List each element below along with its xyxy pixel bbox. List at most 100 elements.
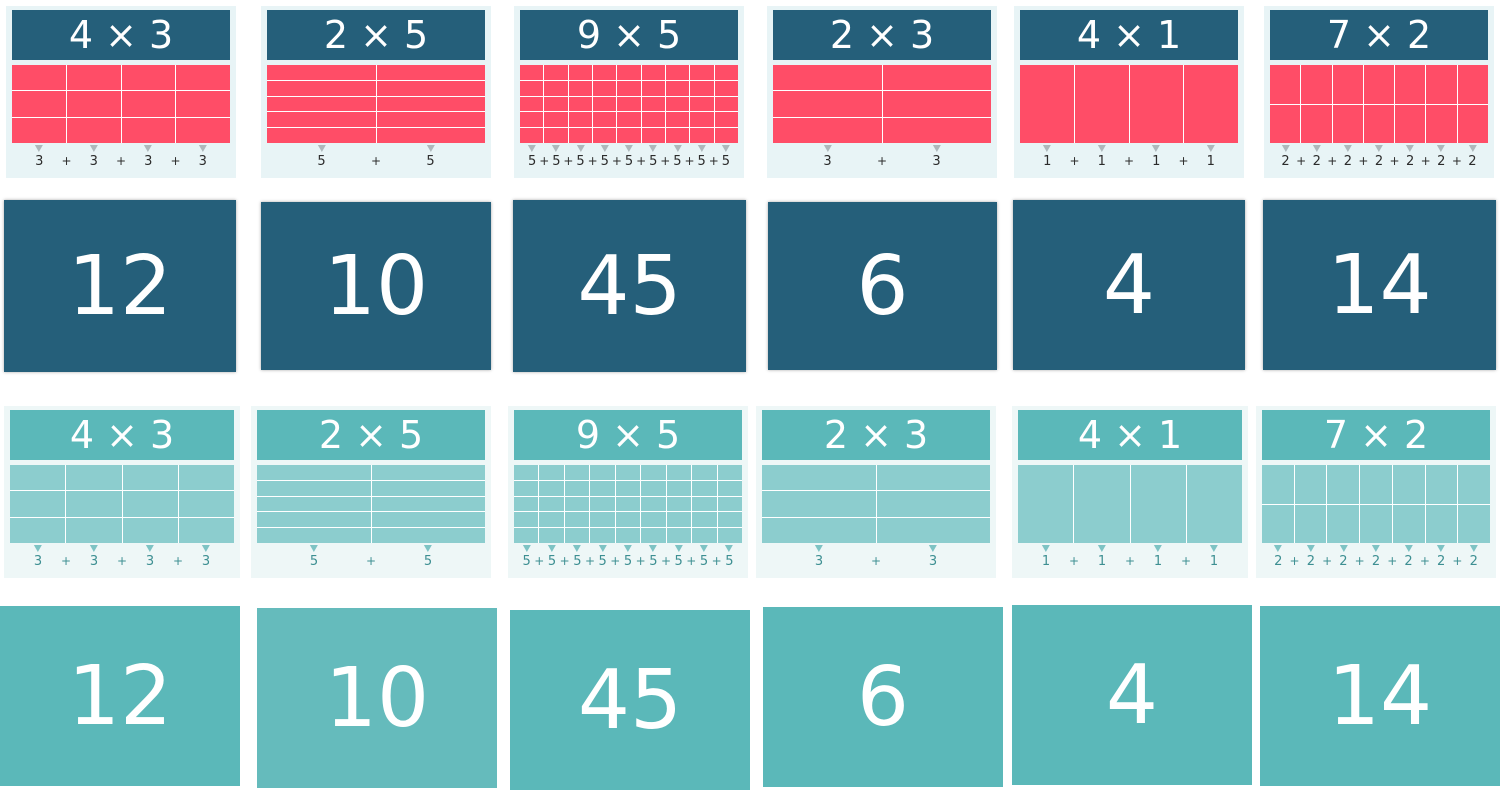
array-cell	[1270, 104, 1301, 143]
addend-value: 5	[598, 554, 607, 569]
array-grid	[773, 65, 991, 143]
array-cell	[593, 128, 617, 143]
array-cell	[121, 117, 176, 143]
plus-sign: +	[115, 154, 127, 168]
pointer-triangle-icon	[649, 145, 658, 152]
addend-value: 3	[814, 554, 824, 569]
array-cell	[641, 528, 666, 543]
array-cell	[773, 65, 882, 91]
array-cell	[514, 512, 539, 528]
plus-sign: +	[1389, 154, 1400, 168]
array-cell	[544, 96, 568, 112]
array-cell	[717, 512, 742, 528]
array-cell	[371, 480, 485, 496]
array-cell	[1332, 104, 1363, 143]
array-cell	[514, 496, 539, 512]
array-grid	[520, 65, 738, 143]
array-cell	[1074, 65, 1129, 143]
array-cell	[257, 496, 371, 512]
array-cell	[121, 91, 176, 117]
pointer-triangle-icon	[1281, 145, 1290, 152]
array-cell	[666, 496, 692, 512]
array-cell	[617, 96, 641, 112]
array-cell	[1186, 465, 1242, 543]
addend-label: 5	[573, 543, 581, 568]
addend-label: 5	[624, 543, 632, 568]
addition-labels: 3 +3	[762, 543, 990, 573]
plus-sign: +	[1354, 554, 1365, 568]
plus-sign: +	[116, 554, 128, 568]
plus-sign: +	[1289, 554, 1300, 568]
array-cell	[1426, 104, 1457, 143]
pointer-triangle-icon	[426, 145, 435, 152]
array-cell	[714, 65, 738, 80]
pointer-triangle-icon	[317, 145, 326, 152]
pointer-triangle-icon	[1437, 545, 1446, 552]
array-grid	[12, 65, 230, 143]
pointer-triangle-icon	[576, 145, 585, 152]
array-cell	[122, 517, 178, 543]
pointer-triangle-icon	[1468, 145, 1477, 152]
array-cell	[1129, 65, 1184, 143]
plus-sign: +	[1322, 554, 1333, 568]
addend-value: 5	[423, 554, 433, 569]
addend-label: 2	[1468, 143, 1477, 168]
array-cell	[257, 512, 371, 528]
array-cell	[539, 528, 564, 543]
array-cell	[376, 80, 485, 96]
addend-label: 2	[1470, 543, 1478, 568]
array-cell	[267, 80, 376, 96]
array-cell	[544, 80, 568, 96]
pointer-triangle-icon	[1098, 545, 1106, 552]
array-cell	[1360, 465, 1392, 504]
array-cell	[641, 496, 666, 512]
addend-value: 1	[1152, 154, 1161, 169]
array-cell	[590, 480, 615, 496]
card-title: 4 × 1	[1020, 10, 1238, 60]
addend-label: 5	[625, 143, 633, 168]
plus-sign: +	[1123, 154, 1135, 168]
pointer-triangle-icon	[1343, 145, 1352, 152]
addend-label: 1	[1043, 143, 1051, 168]
addend-label: 5	[725, 543, 733, 568]
array-cell	[520, 65, 544, 80]
array-cell	[641, 128, 665, 143]
addend-label: 3	[199, 143, 207, 168]
array-cell	[692, 465, 717, 480]
array-grid	[514, 465, 742, 543]
addend-value: 5	[600, 154, 609, 169]
addend-label: 3	[90, 543, 98, 568]
array-cell	[876, 517, 990, 543]
addition-labels: 5 +5 +5 +5 +5 +5 +5 +5 +5	[514, 543, 742, 573]
addend-label: 5	[700, 543, 708, 568]
array-cell	[121, 65, 176, 91]
plus-sign: +	[1358, 154, 1369, 168]
addend-label: 2	[1281, 143, 1290, 168]
array-cell	[690, 96, 714, 112]
addend-value: 5	[673, 154, 682, 169]
array-cell	[564, 528, 590, 543]
addend-label: 5	[649, 143, 657, 168]
array-cell	[762, 465, 876, 491]
array-cell	[666, 480, 692, 496]
addend-value: 5	[552, 154, 561, 169]
array-cell	[539, 480, 564, 496]
array-cell	[12, 65, 66, 91]
addend-label: 5	[675, 543, 683, 568]
addend-label: 5	[424, 543, 432, 568]
array-cell	[376, 96, 485, 112]
pointer-triangle-icon	[725, 545, 734, 552]
array-cell	[178, 465, 234, 491]
array-cell	[876, 491, 990, 517]
dark-card-3: 9 × 5 5 +5 +5 +5 +5 +5 +5 +5 +5	[514, 6, 744, 178]
array-cell	[514, 465, 539, 480]
array-cell	[176, 117, 230, 143]
pointer-triangle-icon	[624, 545, 632, 552]
dark-answer-card-4: 6	[768, 202, 997, 370]
array-cell	[371, 496, 485, 512]
pointer-triangle-icon	[1375, 145, 1383, 152]
addend-value: 5	[527, 154, 537, 169]
array-cell	[590, 528, 615, 543]
addend-value: 1	[1041, 554, 1051, 569]
addend-value: 5	[697, 154, 706, 169]
